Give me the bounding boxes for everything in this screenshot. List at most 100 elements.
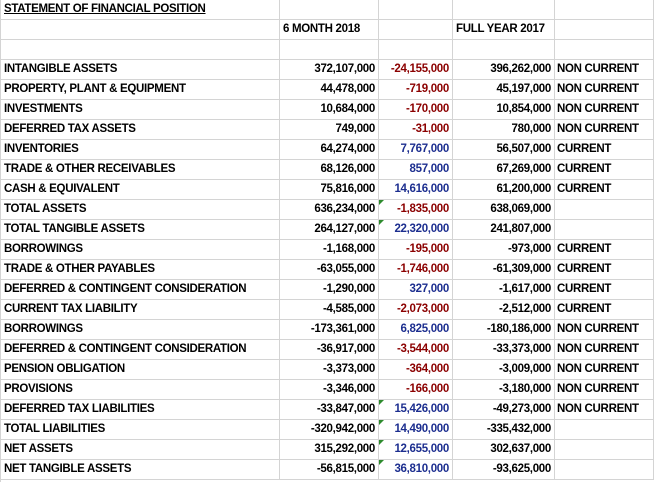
change-value[interactable]: 7,767,000	[379, 140, 453, 160]
change-value[interactable]: 327,000	[379, 280, 453, 300]
value-6-month-2018[interactable]: -63,055,000	[280, 260, 379, 280]
change-value[interactable]: -1,746,000	[379, 260, 453, 280]
value-6-month-2018[interactable]: 636,234,000	[280, 200, 379, 220]
value-6-month-2018[interactable]: 264,127,000	[280, 220, 379, 240]
row-label[interactable]: DEFERRED & CONTINGENT CONSIDERATION	[1, 340, 280, 360]
value-full-year-2017[interactable]: 56,507,000	[453, 140, 555, 160]
row-label[interactable]: NET TANGIBLE ASSETS	[1, 460, 280, 480]
change-value[interactable]: -719,000	[379, 80, 453, 100]
empty-cell[interactable]	[280, 0, 379, 20]
change-value[interactable]: -1,835,000	[379, 200, 453, 220]
value-6-month-2018[interactable]: -56,815,000	[280, 460, 379, 480]
change-value[interactable]: 22,320,000	[379, 220, 453, 240]
empty-cell[interactable]	[280, 40, 379, 60]
change-value[interactable]: 15,426,000	[379, 400, 453, 420]
value-full-year-2017[interactable]: 638,069,000	[453, 200, 555, 220]
change-value[interactable]: 14,616,000	[379, 180, 453, 200]
row-label[interactable]: DEFERRED TAX LIABILITIES	[1, 400, 280, 420]
row-label[interactable]: CASH & EQUIVALENT	[1, 180, 280, 200]
change-value[interactable]: -195,000	[379, 240, 453, 260]
value-6-month-2018[interactable]: 372,107,000	[280, 60, 379, 80]
value-6-month-2018[interactable]: -1,168,000	[280, 240, 379, 260]
empty-cell[interactable]	[1, 40, 280, 60]
value-6-month-2018[interactable]: -3,373,000	[280, 360, 379, 380]
change-value[interactable]: -3,544,000	[379, 340, 453, 360]
classification[interactable]: NON CURRENT	[555, 100, 654, 120]
sheet-title[interactable]: STATEMENT OF FINANCIAL POSITION	[1, 0, 280, 20]
classification[interactable]: CURRENT	[555, 280, 654, 300]
value-6-month-2018[interactable]: 315,292,000	[280, 440, 379, 460]
value-full-year-2017[interactable]: 67,269,000	[453, 160, 555, 180]
change-value[interactable]: -364,000	[379, 360, 453, 380]
empty-cell[interactable]	[379, 20, 453, 40]
change-value[interactable]: -24,155,000	[379, 60, 453, 80]
value-full-year-2017[interactable]: -973,000	[453, 240, 555, 260]
value-6-month-2018[interactable]: -36,917,000	[280, 340, 379, 360]
value-full-year-2017[interactable]: -49,273,000	[453, 400, 555, 420]
row-label[interactable]: DEFERRED & CONTINGENT CONSIDERATION	[1, 280, 280, 300]
row-label[interactable]: DEFERRED TAX ASSETS	[1, 120, 280, 140]
classification[interactable]: CURRENT	[555, 300, 654, 320]
classification[interactable]: CURRENT	[555, 260, 654, 280]
row-label[interactable]: INVENTORIES	[1, 140, 280, 160]
change-value[interactable]: -31,000	[379, 120, 453, 140]
classification[interactable]: NON CURRENT	[555, 340, 654, 360]
value-full-year-2017[interactable]: -93,625,000	[453, 460, 555, 480]
header-full-year-2017[interactable]: FULL YEAR 2017	[453, 20, 555, 40]
classification[interactable]	[555, 420, 654, 440]
row-label[interactable]: INVESTMENTS	[1, 100, 280, 120]
value-full-year-2017[interactable]: 780,000	[453, 120, 555, 140]
classification[interactable]: NON CURRENT	[555, 320, 654, 340]
row-label[interactable]: BORROWINGS	[1, 240, 280, 260]
classification[interactable]	[555, 220, 654, 240]
row-label[interactable]: TRADE & OTHER PAYABLES	[1, 260, 280, 280]
classification[interactable]: CURRENT	[555, 160, 654, 180]
value-6-month-2018[interactable]: -173,361,000	[280, 320, 379, 340]
classification[interactable]: NON CURRENT	[555, 380, 654, 400]
classification[interactable]: CURRENT	[555, 140, 654, 160]
header-6-month-2018[interactable]: 6 MONTH 2018	[280, 20, 379, 40]
value-full-year-2017[interactable]: 45,197,000	[453, 80, 555, 100]
value-6-month-2018[interactable]: -33,847,000	[280, 400, 379, 420]
change-value[interactable]: 6,825,000	[379, 320, 453, 340]
change-value[interactable]: -170,000	[379, 100, 453, 120]
classification[interactable]: CURRENT	[555, 180, 654, 200]
classification[interactable]: NON CURRENT	[555, 400, 654, 420]
empty-cell[interactable]	[379, 40, 453, 60]
row-label[interactable]: TOTAL TANGIBLE ASSETS	[1, 220, 280, 240]
value-full-year-2017[interactable]: -3,180,000	[453, 380, 555, 400]
row-label[interactable]: CURRENT TAX LIABILITY	[1, 300, 280, 320]
empty-cell[interactable]	[1, 20, 280, 40]
value-6-month-2018[interactable]: 68,126,000	[280, 160, 379, 180]
value-full-year-2017[interactable]: -180,186,000	[453, 320, 555, 340]
row-label[interactable]: NET ASSETS	[1, 440, 280, 460]
value-6-month-2018[interactable]: 10,684,000	[280, 100, 379, 120]
empty-cell[interactable]	[555, 20, 654, 40]
row-label[interactable]: BORROWINGS	[1, 320, 280, 340]
value-6-month-2018[interactable]: -1,290,000	[280, 280, 379, 300]
classification[interactable]	[555, 440, 654, 460]
value-6-month-2018[interactable]: -4,585,000	[280, 300, 379, 320]
value-6-month-2018[interactable]: 44,478,000	[280, 80, 379, 100]
value-full-year-2017[interactable]: 396,262,000	[453, 60, 555, 80]
value-full-year-2017[interactable]: -3,009,000	[453, 360, 555, 380]
value-full-year-2017[interactable]: -61,309,000	[453, 260, 555, 280]
row-label[interactable]: TOTAL LIABILITIES	[1, 420, 280, 440]
classification[interactable]: NON CURRENT	[555, 80, 654, 100]
empty-cell[interactable]	[379, 0, 453, 20]
change-value[interactable]: -2,073,000	[379, 300, 453, 320]
value-full-year-2017[interactable]: -33,373,000	[453, 340, 555, 360]
empty-cell[interactable]	[453, 0, 555, 20]
change-value[interactable]: 12,655,000	[379, 440, 453, 460]
classification[interactable]: NON CURRENT	[555, 120, 654, 140]
row-label[interactable]: PENSION OBLIGATION	[1, 360, 280, 380]
empty-cell[interactable]	[555, 40, 654, 60]
row-label[interactable]: TOTAL ASSETS	[1, 200, 280, 220]
row-label[interactable]: PROVISIONS	[1, 380, 280, 400]
change-value[interactable]: -166,000	[379, 380, 453, 400]
empty-cell[interactable]	[453, 40, 555, 60]
value-full-year-2017[interactable]: -2,512,000	[453, 300, 555, 320]
value-full-year-2017[interactable]: -335,432,000	[453, 420, 555, 440]
empty-cell[interactable]	[555, 0, 654, 20]
value-full-year-2017[interactable]: -1,617,000	[453, 280, 555, 300]
